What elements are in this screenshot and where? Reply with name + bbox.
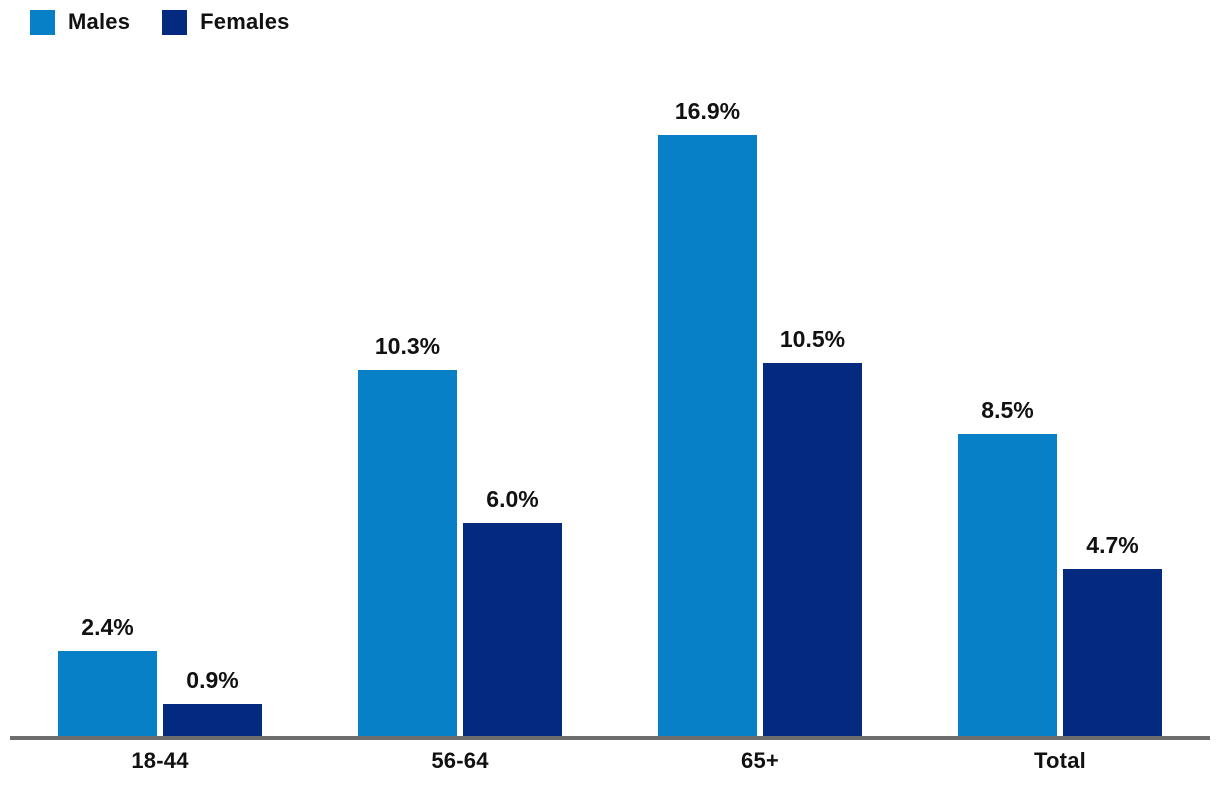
bar-group-18-44: 2.4% 0.9% — [10, 0, 310, 740]
bar-females — [1063, 569, 1162, 736]
legend-item-females: Females — [162, 9, 289, 35]
x-axis-line — [10, 736, 1210, 740]
chart-legend: Males Females — [30, 9, 290, 35]
legend-item-males: Males — [30, 9, 130, 35]
category-label: 65+ — [741, 748, 779, 773]
plot-area: 2.4% 0.9% 10.3% 6.0% 16.9% 10.5% 8.5% 4.7% — [10, 0, 1210, 740]
males-color-swatch — [30, 9, 55, 35]
bar-group-56-64: 10.3% 6.0% — [310, 0, 610, 740]
value-label: 8.5% — [981, 397, 1034, 423]
bar-males — [58, 651, 157, 736]
bar-column-males: 16.9% — [658, 98, 757, 736]
bar-column-males: 10.3% — [358, 333, 457, 736]
x-axis-category-labels: 18-44 56-64 65+ Total — [10, 748, 1210, 774]
bar-males — [358, 370, 457, 736]
bar-females — [763, 363, 862, 736]
value-label: 10.5% — [779, 326, 846, 352]
bar-group-total: 8.5% 4.7% — [910, 0, 1210, 740]
value-label: 2.4% — [81, 614, 134, 640]
bar-males — [658, 135, 757, 736]
category-label: 56-64 — [431, 748, 489, 773]
value-label: 0.9% — [186, 667, 239, 693]
bar-column-males: 8.5% — [958, 397, 1057, 736]
legend-label-males: Males — [68, 9, 131, 34]
bar-column-males: 2.4% — [58, 614, 157, 736]
bar-females — [163, 704, 262, 736]
category-label: Total — [1034, 748, 1086, 773]
legend-label-females: Females — [200, 9, 290, 34]
bar-males — [958, 434, 1057, 736]
bar-column-females: 4.7% — [1063, 532, 1162, 736]
bar-column-females: 0.9% — [163, 667, 262, 736]
value-label: 4.7% — [1086, 532, 1139, 558]
bar-females — [463, 523, 562, 736]
bar-group-65-: 16.9% 10.5% — [610, 0, 910, 740]
bar-column-females: 6.0% — [463, 486, 562, 736]
females-color-swatch — [162, 9, 188, 35]
value-label: 10.3% — [374, 333, 441, 359]
bar-column-females: 10.5% — [763, 326, 862, 736]
category-label: 18-44 — [131, 748, 189, 773]
value-label: 6.0% — [486, 486, 539, 512]
value-label: 16.9% — [674, 98, 741, 124]
